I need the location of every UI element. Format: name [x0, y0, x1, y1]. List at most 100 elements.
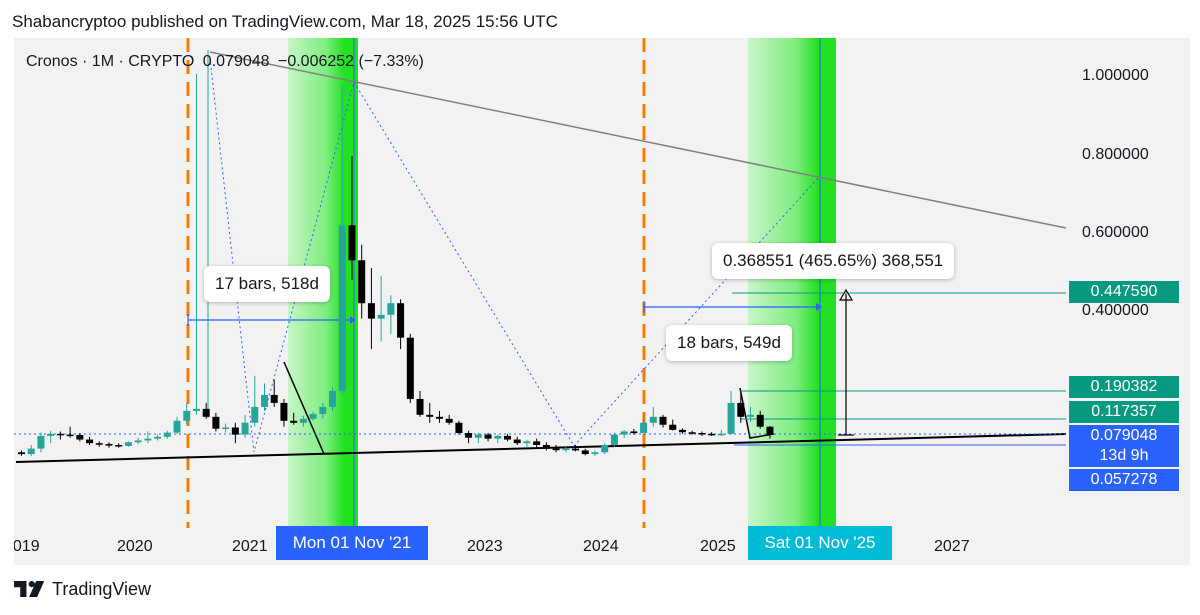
candle-body: [659, 416, 667, 425]
candle-body: [533, 441, 541, 445]
candle-body: [581, 450, 589, 455]
descending-trendline: [209, 51, 1067, 229]
candle-body: [192, 408, 200, 411]
candle-body: [678, 429, 686, 433]
candle-body: [86, 439, 94, 444]
price-tag-current: 0.079048: [1069, 425, 1179, 447]
price-tag-countdown: 13d 9h: [1069, 445, 1179, 467]
candle-body: [474, 434, 482, 438]
candle-body: [387, 303, 395, 315]
price-tag-level2: 0.117357: [1069, 401, 1179, 423]
candle-body: [183, 410, 191, 421]
candle-body: [484, 434, 492, 439]
candle-body: [76, 435, 84, 440]
candle-body: [270, 394, 278, 403]
footer-brand-name: TradingView: [52, 578, 152, 599]
price-axis-label-4: 0.400000: [1082, 302, 1149, 319]
symbol-legend: Cronos · 1M · CRYPTO 0.079048 −0.006252 …: [26, 53, 424, 71]
candle-body: [445, 418, 453, 423]
candle-body: [435, 416, 443, 419]
tradingview-logo-icon: [14, 581, 45, 597]
price-axis-label-3: 0.600000: [1082, 224, 1149, 241]
chart-canvas[interactable]: [14, 38, 1190, 565]
candle-body: [591, 452, 599, 455]
candle-body: [756, 414, 764, 427]
candle-body: [406, 337, 414, 399]
candle-body: [37, 435, 45, 449]
candle-body: [212, 416, 220, 429]
candle-body: [747, 414, 754, 417]
candle-body: [222, 427, 230, 429]
candle-body: [552, 448, 560, 451]
candle-body: [47, 433, 55, 436]
candle-body: [708, 433, 716, 436]
candle-body: [261, 394, 268, 407]
candle-body: [766, 426, 774, 435]
candle-body: [620, 431, 628, 435]
candle-body: [134, 440, 142, 443]
candle-body: [173, 420, 181, 433]
measure-label[interactable]: 0.368551 (465.65%) 368,551: [712, 243, 955, 279]
price-axis-label-2: 0.800000: [1082, 146, 1149, 163]
bars-label-2[interactable]: 18 bars, 549d: [666, 325, 792, 361]
candle-body: [572, 448, 580, 451]
publish-header: Shabancryptoo published on TradingView.c…: [12, 12, 558, 31]
candle-body: [290, 420, 298, 423]
date-tag-2025: Sat 01 Nov '25: [748, 526, 892, 560]
candle-body: [251, 406, 259, 423]
candle-body: [299, 418, 307, 423]
candle-body: [66, 434, 74, 437]
candle-body: [309, 414, 317, 419]
green-zone-2025: [748, 38, 836, 528]
price-axis-label-1: 1.000000: [1082, 67, 1149, 84]
candle-body: [416, 398, 424, 415]
range-arrow-1-head: [350, 316, 356, 324]
candle-body: [523, 441, 531, 444]
measure-arrow-head: [838, 288, 854, 301]
date-axis-label-6: 2025: [700, 538, 736, 555]
candle-body: [115, 445, 123, 447]
candle-body: [377, 314, 385, 319]
candle-body: [397, 303, 405, 338]
candle-body: [640, 422, 648, 434]
candles-group: [18, 74, 774, 457]
bars-label-1[interactable]: 17 bars, 518d: [204, 266, 330, 302]
date-tag-2021: Mon 01 Nov '21: [276, 526, 428, 560]
candle-body: [144, 438, 152, 441]
candle-body: [319, 406, 327, 415]
candle-body: [504, 435, 511, 440]
legend-symbol: Cronos · 1M · CRYPTO: [26, 53, 195, 70]
date-axis-label-1: 2019: [14, 538, 40, 555]
candle-body: [513, 439, 521, 444]
candle-body: [601, 445, 609, 453]
candle-body: [358, 260, 366, 304]
date-axis-label-2: 2020: [117, 538, 153, 555]
date-axis-label-3: 2021: [232, 538, 268, 555]
dotted-cycle-path: [209, 57, 821, 453]
candle-body: [669, 424, 677, 430]
wedge-2021: [283, 361, 325, 455]
candle-body: [717, 433, 725, 436]
chart-area[interactable]: Cronos · 1M · CRYPTO 0.079048 −0.006252 …: [14, 38, 1190, 565]
candle-body: [737, 402, 745, 417]
price-tag-level1: 0.190382: [1069, 376, 1179, 398]
candle-body: [18, 452, 25, 455]
candle-body: [426, 414, 434, 417]
candle-body: [542, 445, 550, 449]
date-axis-label-5: 2024: [583, 538, 619, 555]
date-axis-label-7: 2027: [934, 538, 970, 555]
candle-body: [231, 427, 239, 435]
candle-body: [494, 435, 502, 439]
candle-body: [280, 402, 288, 421]
candle-body: [124, 442, 132, 446]
candle-body: [455, 422, 463, 434]
candle-body: [367, 303, 375, 319]
candle-body: [688, 432, 696, 434]
candle-body: [338, 225, 346, 391]
candle-body: [610, 434, 618, 445]
legend-price: 0.079048: [202, 53, 270, 70]
candle-body: [465, 433, 473, 438]
candle-body: [27, 448, 35, 455]
candle-body: [698, 433, 706, 435]
footer-brand: TradingView: [14, 578, 151, 600]
